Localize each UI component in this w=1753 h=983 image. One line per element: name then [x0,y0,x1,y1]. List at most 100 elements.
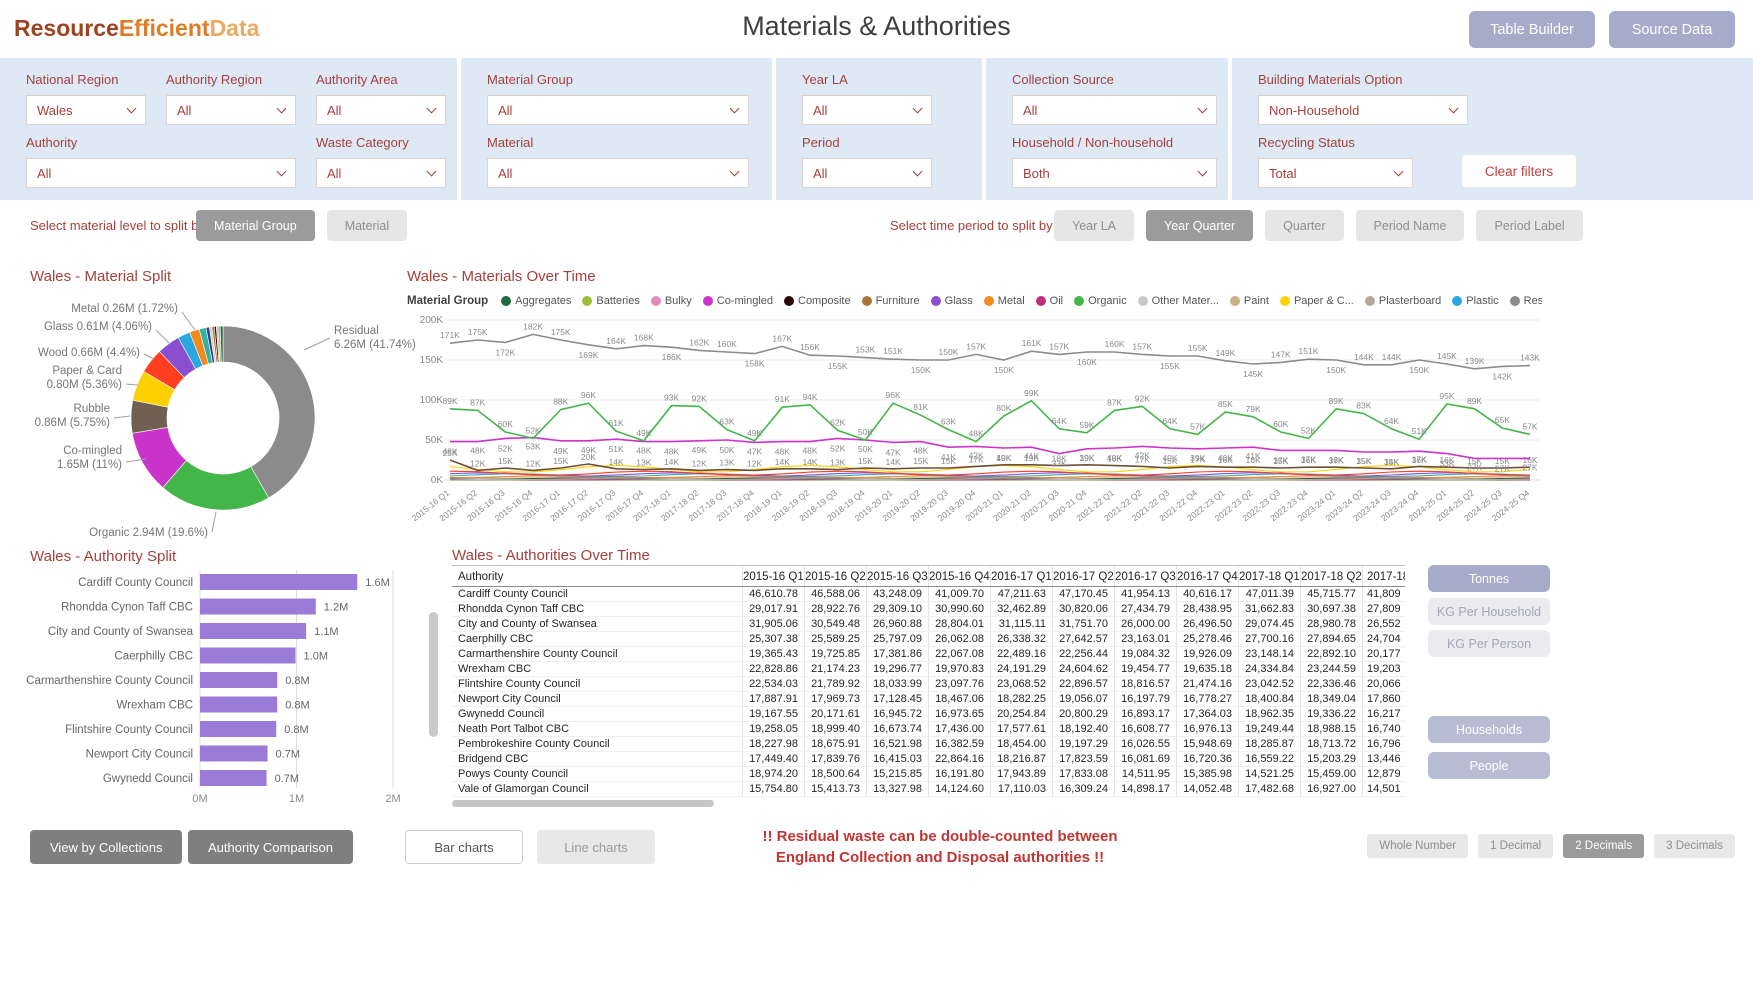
bar-chart-scrollbar[interactable] [429,612,438,737]
split-option-year-quarter[interactable]: Year Quarter [1146,210,1254,241]
table-row-wrexham-cbc[interactable]: Wrexham CBC 22,828.86 21,174.23 19,296.77 19… [452,662,1405,677]
donut-slice-residual[interactable] [222,325,316,499]
tonnes-button[interactable]: Tonnes [1428,565,1550,592]
table-horizontal-scrollbar[interactable] [452,800,714,807]
legend-item-paint[interactable]: Paint [1229,295,1269,307]
table-row-newport-city-council[interactable]: Newport City Council 17,887.91 17,969.73 17… [452,692,1405,707]
table-column-header[interactable]: 2016-17 Q3 [1114,566,1176,586]
filter-recycling-status[interactable]: Total [1258,158,1413,188]
table-column-header[interactable]: 2015-16 Q1 [742,566,804,586]
series-line-co-mingled[interactable] [450,436,1530,460]
filter-waste-category[interactable]: All [316,158,446,188]
table-column-header[interactable]: 2015-16 Q2 [804,566,866,586]
legend-item-organic[interactable]: Organic [1074,295,1127,307]
filter-authority-region[interactable]: All [166,95,296,125]
clear-filters-button[interactable]: Clear filters [1461,154,1577,188]
legend-item-glass[interactable]: Glass [930,295,973,307]
table-row-carmarthenshire-county-council[interactable]: Carmarthenshire County Council 19,365.43 1… [452,647,1405,662]
authority-bar-flintshire-county-council[interactable] [200,721,277,737]
legend-item-bulky[interactable]: Bulky [650,295,692,307]
filter-national-region[interactable]: Wales [26,95,146,125]
table-row-powys-county-council[interactable]: Powys County Council 18,974.20 18,500.64 15… [452,767,1405,782]
filter-household-nonhousehold[interactable]: Both [1012,158,1217,188]
split-option-material[interactable]: Material [326,210,408,241]
filter-collection-source[interactable]: All [1012,95,1217,125]
filter-material-group[interactable]: All [487,95,749,125]
split-option-material-group[interactable]: Material Group [196,210,315,241]
legend-item-other-mater[interactable]: Other Mater... [1137,295,1219,307]
filter-building-materials-option[interactable]: Non-Household [1258,95,1468,125]
split-option-period-name[interactable]: Period Name [1355,210,1465,241]
kg-per-person-button[interactable]: KG Per Person [1428,630,1550,657]
authority-bar-wrexham-cbc[interactable] [200,696,278,713]
series-line-glass[interactable] [449,472,1531,477]
legend-item-furniture[interactable]: Furniture [861,295,920,307]
table-builder-button[interactable]: Table Builder [1469,11,1595,48]
filter-authority[interactable]: All [26,158,296,188]
series-line-rubble[interactable] [449,459,1531,472]
bar-charts-toggle[interactable]: Bar charts [405,830,523,864]
legend-item-aggregates[interactable]: Aggregates [501,295,571,307]
legend-item-paper-c[interactable]: Paper & C... [1279,295,1354,307]
2-decimals-button[interactable]: 2 Decimals [1563,834,1645,858]
3-decimals-button[interactable]: 3 Decimals [1654,834,1735,858]
table-row-gwynedd-council[interactable]: Gwynedd Council 19,167.55 20,171.61 16,945.… [452,707,1405,722]
table-row-neath-port-talbot-cbc[interactable]: Neath Port Talbot CBC 19,258.05 18,999.40 1… [452,722,1405,737]
filter-period[interactable]: All [802,158,932,188]
table-row-vale-of-glamorgan-council[interactable]: Vale of Glamorgan Council 15,754.80 15,413… [452,782,1405,797]
table-column-header[interactable]: 2015-16 Q4 [928,566,990,586]
authority-bar-city-and-county-of-swansea[interactable] [200,623,307,639]
authority-bar-gwynedd-council[interactable] [200,770,267,786]
authority-comparison-button[interactable]: Authority Comparison [188,830,353,864]
source-data-button[interactable]: Source Data [1609,11,1735,48]
authority-bar-caerphilly-cbc[interactable] [200,647,296,664]
table-column-header[interactable]: 2016-17 Q1 [990,566,1052,586]
table-column-header[interactable]: 2017-18 [1362,566,1405,586]
table-row-caerphilly-cbc[interactable]: Caerphilly CBC 25,307.38 25,589.25 25,797.0… [452,632,1405,647]
table-column-header[interactable]: Authority [458,571,504,583]
series-line-wood[interactable] [449,470,1531,476]
whole-number-button[interactable]: Whole Number [1367,834,1469,858]
legend-item-oil[interactable]: Oil [1035,295,1063,307]
donut-slice-aggregates[interactable] [219,325,224,363]
1-decimal-button[interactable]: 1 Decimal [1478,834,1554,858]
table-column-header[interactable]: 2016-17 Q2 [1052,566,1114,586]
legend-item-metal[interactable]: Metal [983,295,1025,307]
legend-item-residual[interactable]: Residual [1509,295,1542,307]
kg-per-household-button[interactable]: KG Per Household [1428,598,1550,625]
table-row-rhondda-cynon-taff-cbc[interactable]: Rhondda Cynon Taff CBC 29,017.91 28,922.76… [452,602,1405,617]
legend-item-co-mingled[interactable]: Co-mingled [702,295,773,307]
view-by-collections-button[interactable]: View by Collections [30,830,183,864]
series-line-organic[interactable] [449,399,1531,443]
people-button[interactable]: People [1428,752,1550,779]
filter-year-la[interactable]: All [802,95,932,125]
filter-authority-area[interactable]: All [316,95,446,125]
households-button[interactable]: Households [1428,716,1550,743]
table-column-header[interactable]: 2017-18 Q1 [1238,566,1300,586]
line-charts-toggle[interactable]: Line charts [537,830,655,864]
legend-item-batteries[interactable]: Batteries [582,295,640,307]
table-row-city-and-county-of-swansea[interactable]: City and County of Swansea 31,905.06 30,54… [452,617,1405,632]
legend-item-plastic[interactable]: Plastic [1452,295,1499,307]
filter-material[interactable]: All [487,158,749,188]
legend-item-plasterboard[interactable]: Plasterboard [1364,295,1441,307]
table-column-header[interactable]: 2015-16 Q3 [866,566,928,586]
split-option-quarter[interactable]: Quarter [1265,210,1344,241]
series-line-residual[interactable] [449,333,1531,370]
legend-item-composite[interactable]: Composite [784,295,851,307]
authority-split-bar-chart[interactable]: 0M 1M 2M Cardiff County Council 1.6M Rhondda … [8,566,428,808]
table-column-header[interactable]: 2017-18 Q2 [1300,566,1362,586]
authority-bar-cardiff-county-council[interactable] [200,574,358,590]
table-row-bridgend-cbc[interactable]: Bridgend CBC 17,449.40 17,839.76 16,415.03 2… [452,752,1405,767]
table-row-flintshire-county-council[interactable]: Flintshire County Council 22,534.03 21,789… [452,677,1405,692]
split-option-year-la[interactable]: Year LA [1054,210,1135,241]
split-option-period-label[interactable]: Period Label [1476,210,1583,241]
material-split-donut-chart[interactable]: Residual 6.26M (41.74%) Organic 2.94M (19.… [8,288,438,542]
table-row-cardiff-county-council[interactable]: Cardiff County Council 46,610.78 46,588.06… [452,587,1405,602]
table-column-header[interactable]: 2016-17 Q4 [1176,566,1238,586]
authorities-table[interactable]: Authority 2015-16 Q1 2015-16 Q2 2015-16 Q3 2… [452,565,1405,797]
authority-bar-rhondda-cynon-taff-cbc[interactable] [200,598,316,615]
authority-bar-carmarthenshire-county-council[interactable] [200,672,278,688]
authority-bar-newport-city-council[interactable] [200,745,268,762]
